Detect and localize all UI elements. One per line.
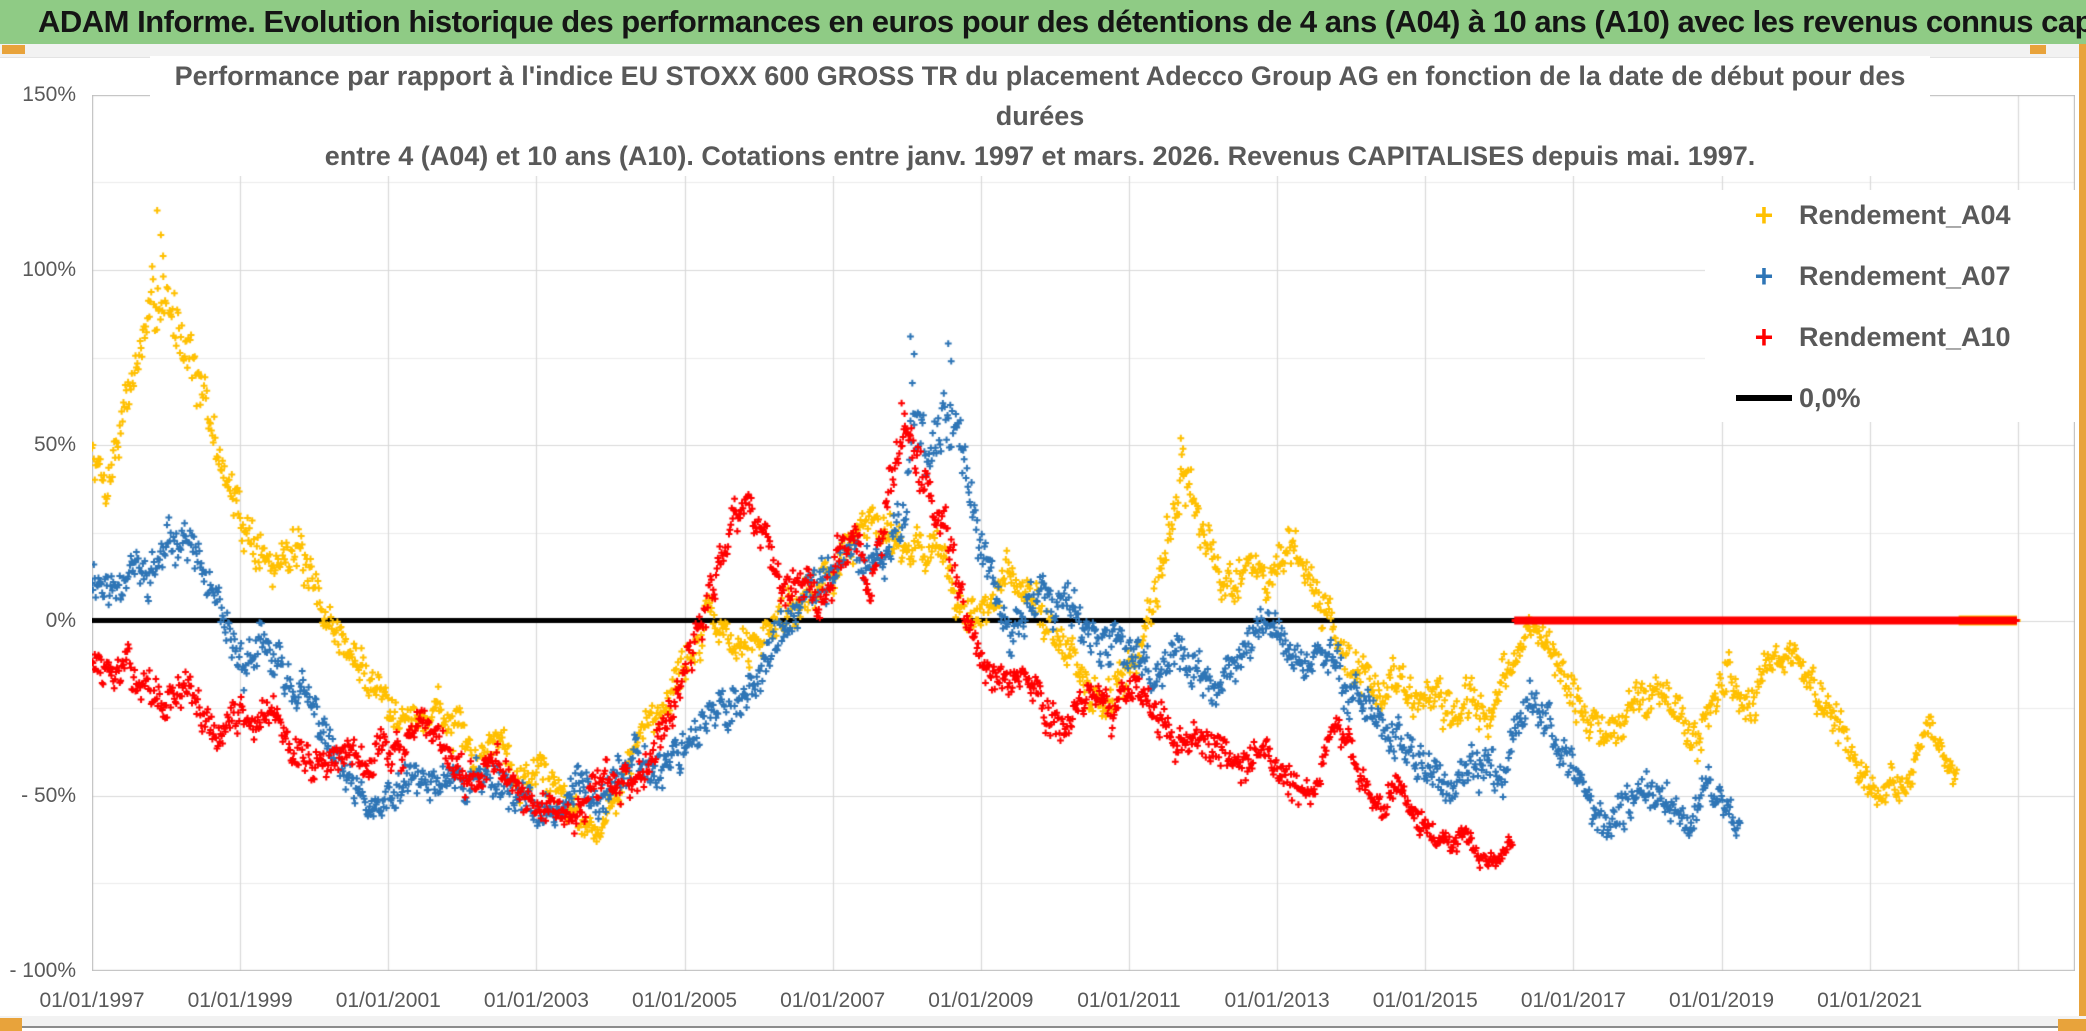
plus-marker-icon: + — [1754, 197, 1774, 233]
bottom-strip — [0, 1016, 2086, 1026]
chart-title-line2: entre 4 (A04) et 10 ans (A10). Cotations… — [324, 141, 1756, 171]
x-tick-label: 01/01/1999 — [187, 989, 293, 1012]
x-tick-label: 01/01/2013 — [1224, 989, 1330, 1012]
x-tick-label: 01/01/2011 — [1077, 989, 1181, 1012]
legend-item-0-0-[interactable]: 0,0% — [1705, 376, 2075, 420]
accent-bottom-right — [2058, 1019, 2086, 1031]
legend-item-label: Rendement_A10 — [1799, 321, 2011, 352]
y-tick-label: 100% — [22, 258, 76, 281]
legend-item-rendement-a07[interactable]: + Rendement_A07 — [1705, 254, 2075, 298]
y-tick-label: - 50% — [21, 783, 76, 807]
chart-title: Performance par rapport à l'indice EU ST… — [150, 56, 1930, 176]
chart-title-line1: Performance par rapport à l'indice EU ST… — [174, 61, 1906, 131]
y-tick-label: - 100% — [9, 959, 76, 982]
x-tick-label: 01/01/2003 — [483, 989, 589, 1012]
legend-item-label: Rendement_A07 — [1799, 260, 2011, 291]
legend-item-label: Rendement_A04 — [1799, 199, 2011, 230]
y-tick-label: 0% — [45, 608, 76, 632]
app-title-bar: ADAM Informe. Evolution historique des p… — [0, 0, 2086, 44]
x-tick-label: 01/01/2001 — [335, 989, 441, 1012]
accent-right-border — [2079, 44, 2086, 1031]
x-tick-label: 01/01/2009 — [928, 989, 1034, 1012]
line-swatch-icon — [1736, 395, 1792, 401]
x-tick-label: 01/01/2017 — [1520, 989, 1626, 1012]
x-tick-label: 01/01/2015 — [1372, 989, 1478, 1012]
x-tick-label: 01/01/2005 — [631, 989, 738, 1012]
accent-square-left — [2, 45, 25, 54]
y-tick-label: 50% — [33, 433, 76, 457]
bottom-border — [0, 1026, 2086, 1028]
x-tick-label: 01/01/2007 — [780, 989, 886, 1012]
x-tick-label: 01/01/2019 — [1668, 989, 1775, 1012]
accent-bottom-left — [0, 1018, 22, 1031]
x-tick-label: 01/01/1997 — [39, 989, 145, 1012]
legend-item-rendement-a10[interactable]: + Rendement_A10 — [1705, 315, 2075, 359]
legend-item-label: 0,0% — [1799, 382, 1861, 413]
x-tick-label: 01/01/2021 — [1817, 989, 1923, 1012]
plus-marker-icon: + — [1754, 319, 1774, 355]
legend: + Rendement_A04 + Rendement_A07 + Rendement_A… — [1705, 190, 2075, 422]
app-title: ADAM Informe. Evolution historique des p… — [38, 4, 2086, 39]
accent-square-right — [2030, 45, 2046, 54]
y-tick-label: 150% — [22, 82, 76, 106]
plus-marker-icon: + — [1754, 258, 1774, 294]
legend-item-rendement-a04[interactable]: + Rendement_A04 — [1705, 193, 2075, 237]
